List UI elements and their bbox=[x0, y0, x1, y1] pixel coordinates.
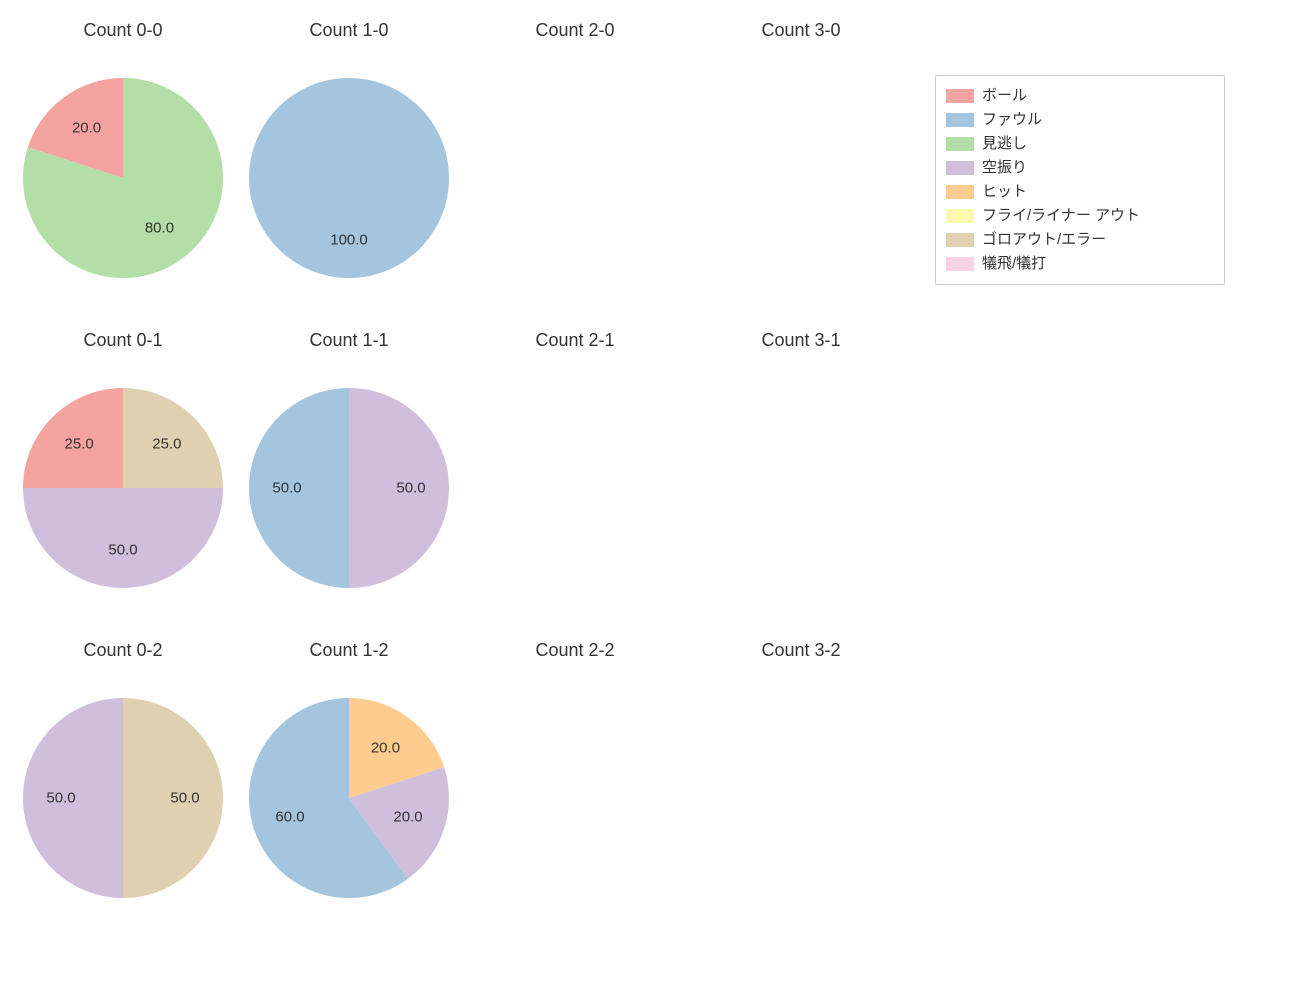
pie-svg bbox=[236, 640, 462, 950]
legend-label: 空振り bbox=[982, 156, 1027, 180]
legend-item: 空振り bbox=[946, 156, 1214, 180]
pie-cell: Count 2-2 bbox=[462, 640, 688, 950]
pie-cell: Count 3-1 bbox=[688, 330, 914, 640]
pie-slice bbox=[249, 388, 349, 588]
legend-swatch bbox=[946, 161, 974, 175]
legend-item: フライ/ライナー アウト bbox=[946, 204, 1214, 228]
pie-cell: Count 3-2 bbox=[688, 640, 914, 950]
cell-title: Count 3-0 bbox=[688, 20, 914, 41]
pie-cell: Count 0-250.050.0 bbox=[10, 640, 236, 950]
pie-chart: 50.050.0 bbox=[10, 640, 236, 950]
legend-swatch bbox=[946, 89, 974, 103]
legend-item: ボール bbox=[946, 84, 1214, 108]
pie-svg bbox=[236, 330, 462, 640]
pie-slice bbox=[123, 388, 223, 488]
legend-label: 見逃し bbox=[982, 132, 1027, 156]
legend-swatch bbox=[946, 233, 974, 247]
pie-svg bbox=[10, 20, 236, 330]
pie-chart: 20.080.0 bbox=[10, 20, 236, 330]
pie-slice bbox=[123, 698, 223, 898]
legend-label: ヒット bbox=[982, 180, 1027, 204]
legend-label: ファウル bbox=[982, 108, 1042, 132]
pie-cell: Count 2-1 bbox=[462, 330, 688, 640]
legend-label: 犠飛/犠打 bbox=[982, 252, 1046, 276]
pie-slice bbox=[349, 388, 449, 588]
legend-label: フライ/ライナー アウト bbox=[982, 204, 1140, 228]
legend-label: ゴロアウト/エラー bbox=[982, 228, 1106, 252]
pie-cell: Count 1-150.050.0 bbox=[236, 330, 462, 640]
pie-cell: Count 0-125.050.025.0 bbox=[10, 330, 236, 640]
pie-slice bbox=[23, 488, 223, 588]
pie-chart: 60.020.020.0 bbox=[236, 640, 462, 950]
pie-chart: 50.050.0 bbox=[236, 330, 462, 640]
cell-title: Count 3-2 bbox=[688, 640, 914, 661]
legend: ボールファウル見逃し空振りヒットフライ/ライナー アウトゴロアウト/エラー犠飛/… bbox=[935, 75, 1225, 285]
pie-svg bbox=[10, 640, 236, 950]
legend-swatch bbox=[946, 113, 974, 127]
pie-slice bbox=[23, 388, 123, 488]
pie-cell: Count 0-020.080.0 bbox=[10, 20, 236, 330]
pie-chart: 25.050.025.0 bbox=[10, 330, 236, 640]
cell-title: Count 3-1 bbox=[688, 330, 914, 351]
legend-item: ヒット bbox=[946, 180, 1214, 204]
legend-label: ボール bbox=[982, 84, 1027, 108]
cell-title: Count 2-0 bbox=[462, 20, 688, 41]
pie-cell: Count 3-0 bbox=[688, 20, 914, 330]
cell-title: Count 2-1 bbox=[462, 330, 688, 351]
legend-swatch bbox=[946, 137, 974, 151]
pie-cell: Count 1-0100.0 bbox=[236, 20, 462, 330]
legend-swatch bbox=[946, 257, 974, 271]
legend-item: 犠飛/犠打 bbox=[946, 252, 1214, 276]
pie-cell: Count 1-260.020.020.0 bbox=[236, 640, 462, 950]
legend-item: 見逃し bbox=[946, 132, 1214, 156]
legend-swatch bbox=[946, 185, 974, 199]
pie-cell: Count 2-0 bbox=[462, 20, 688, 330]
pie-slice bbox=[23, 698, 123, 898]
legend-item: ファウル bbox=[946, 108, 1214, 132]
legend-item: ゴロアウト/エラー bbox=[946, 228, 1214, 252]
chart-canvas: Count 0-020.080.0Count 1-0100.0Count 2-0… bbox=[0, 0, 1300, 1000]
pie-chart: 100.0 bbox=[236, 20, 462, 330]
pie-slice bbox=[249, 78, 449, 278]
pie-svg bbox=[236, 20, 462, 330]
pie-svg bbox=[10, 330, 236, 640]
cell-title: Count 2-2 bbox=[462, 640, 688, 661]
legend-swatch bbox=[946, 209, 974, 223]
